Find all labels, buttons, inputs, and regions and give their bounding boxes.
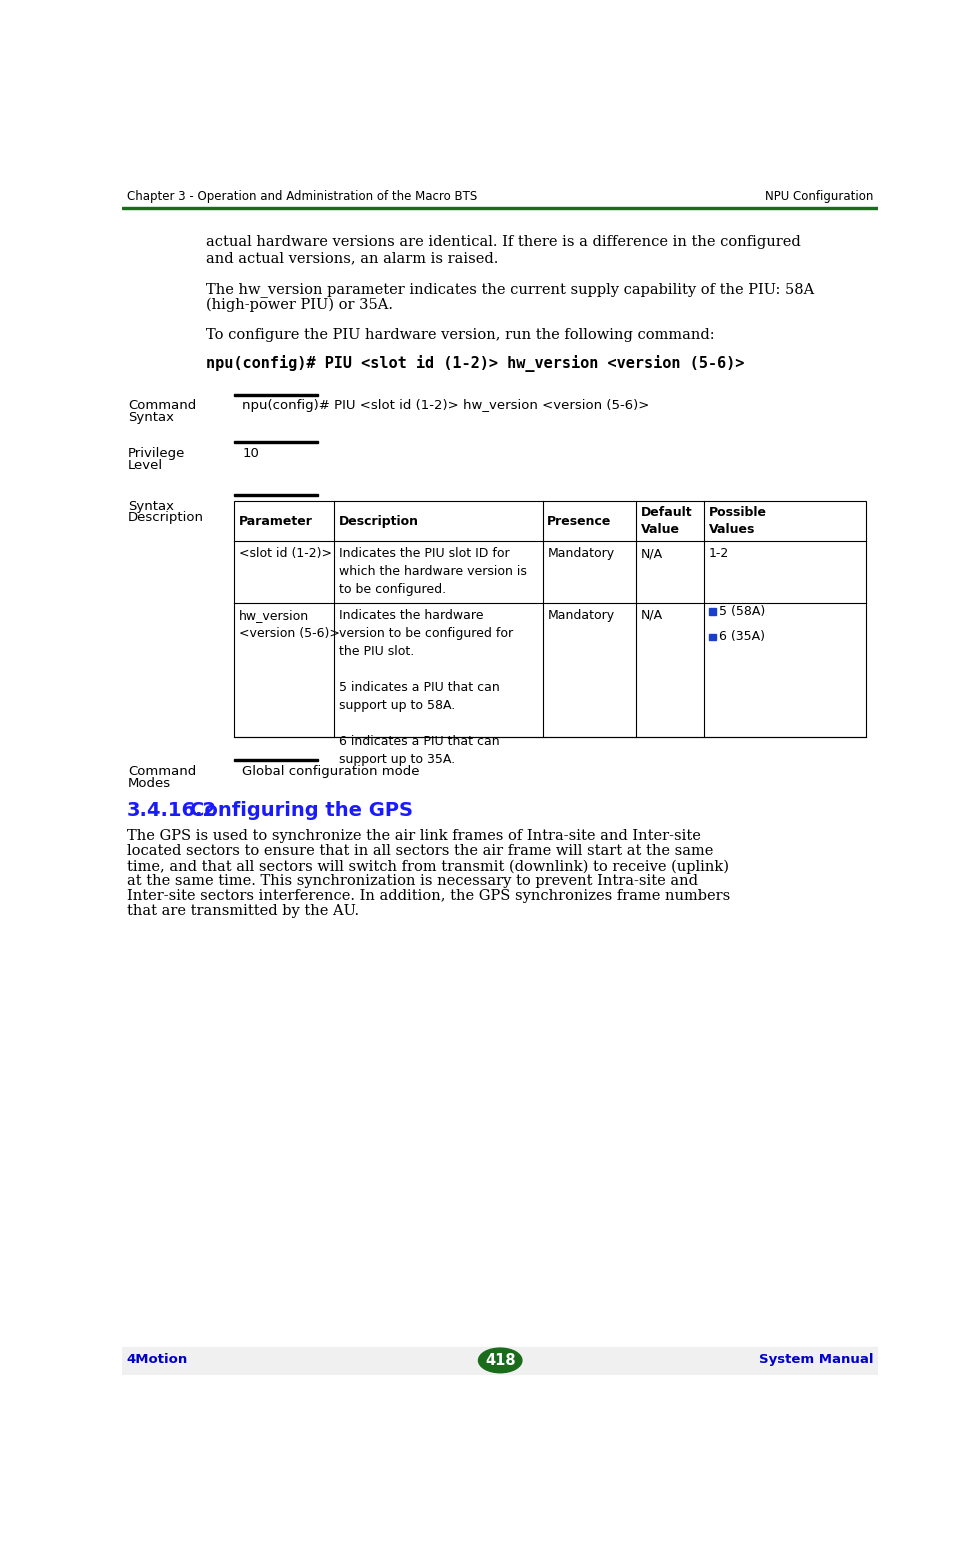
Text: 1-2: 1-2 — [709, 547, 729, 561]
Text: Command: Command — [128, 765, 196, 779]
Text: 3.4.16.2: 3.4.16.2 — [127, 802, 217, 820]
Text: actual hardware versions are identical. If there is a difference in the configur: actual hardware versions are identical. … — [206, 235, 800, 249]
Text: that are transmitted by the AU.: that are transmitted by the AU. — [127, 904, 359, 918]
Text: npu(config)# PIU <slot id (1-2)> hw_version <version (5-6)>: npu(config)# PIU <slot id (1-2)> hw_vers… — [206, 355, 744, 372]
Text: Presence: Presence — [548, 514, 612, 528]
Text: Indicates the PIU slot ID for
which the hardware version is
to be configured.: Indicates the PIU slot ID for which the … — [339, 547, 527, 596]
Text: and actual versions, an alarm is raised.: and actual versions, an alarm is raised. — [206, 252, 498, 266]
Text: Chapter 3 - Operation and Administration of the Macro BTS: Chapter 3 - Operation and Administration… — [127, 190, 477, 202]
Text: Mandatory: Mandatory — [548, 547, 614, 561]
Bar — [234, 501, 866, 737]
Text: Global configuration mode: Global configuration mode — [242, 765, 420, 779]
Text: Configuring the GPS: Configuring the GPS — [190, 802, 413, 820]
Text: NPU Configuration: NPU Configuration — [765, 190, 874, 202]
Ellipse shape — [478, 1349, 522, 1374]
Text: The hw_version parameter indicates the current supply capability of the PIU: 58A: The hw_version parameter indicates the c… — [206, 281, 814, 297]
Text: Mandatory: Mandatory — [548, 609, 614, 623]
Text: Description: Description — [339, 514, 419, 528]
Text: To configure the PIU hardware version, run the following command:: To configure the PIU hardware version, r… — [206, 328, 714, 341]
Text: Modes: Modes — [128, 777, 172, 789]
Bar — [234, 760, 318, 762]
Text: N/A: N/A — [640, 609, 663, 623]
Text: 6 (35A): 6 (35A) — [719, 630, 765, 643]
Bar — [234, 494, 318, 496]
Text: 5 (58A): 5 (58A) — [719, 604, 765, 618]
Bar — [709, 609, 716, 615]
Text: Possible
Values: Possible Values — [709, 507, 767, 536]
Text: 4Motion: 4Motion — [127, 1353, 188, 1366]
Text: Inter-site sectors interference. In addition, the GPS synchronizes frame numbers: Inter-site sectors interference. In addi… — [127, 890, 730, 904]
Text: (high-power PIU) or 35A.: (high-power PIU) or 35A. — [206, 298, 392, 312]
Text: 10: 10 — [242, 447, 259, 460]
Text: hw_version
<version (5-6)>: hw_version <version (5-6)> — [239, 609, 340, 640]
Text: 418: 418 — [485, 1353, 515, 1367]
Text: Description: Description — [128, 511, 204, 524]
Bar — [709, 633, 716, 641]
Text: located sectors to ensure that in all sectors the air frame will start at the sa: located sectors to ensure that in all se… — [127, 844, 713, 857]
Text: System Manual: System Manual — [759, 1353, 874, 1366]
Text: Parameter: Parameter — [239, 514, 313, 528]
Text: The GPS is used to synchronize the air link frames of Intra-site and Inter-site: The GPS is used to synchronize the air l… — [127, 830, 701, 844]
Text: Indicates the hardware
version to be configured for
the PIU slot.

5 indicates a: Indicates the hardware version to be con… — [339, 609, 513, 766]
Text: Syntax: Syntax — [128, 499, 174, 513]
Bar — [122, 207, 878, 209]
Text: Level: Level — [128, 459, 163, 471]
Text: N/A: N/A — [640, 547, 663, 561]
Text: Privilege: Privilege — [128, 447, 185, 460]
Bar — [234, 394, 318, 396]
Text: time, and that all sectors will switch from transmit (downlink) to receive (upli: time, and that all sectors will switch f… — [127, 859, 729, 873]
Text: at the same time. This synchronization is necessary to prevent Intra-site and: at the same time. This synchronization i… — [127, 874, 698, 888]
Text: Syntax: Syntax — [128, 411, 174, 423]
Bar — [234, 442, 318, 443]
Text: <slot id (1-2)>: <slot id (1-2)> — [239, 547, 332, 561]
Text: Command: Command — [128, 400, 196, 413]
Text: npu(config)# PIU <slot id (1-2)> hw_version <version (5-6)>: npu(config)# PIU <slot id (1-2)> hw_vers… — [242, 400, 649, 413]
Text: Default
Value: Default Value — [640, 507, 692, 536]
Bar — [122, 1347, 878, 1375]
